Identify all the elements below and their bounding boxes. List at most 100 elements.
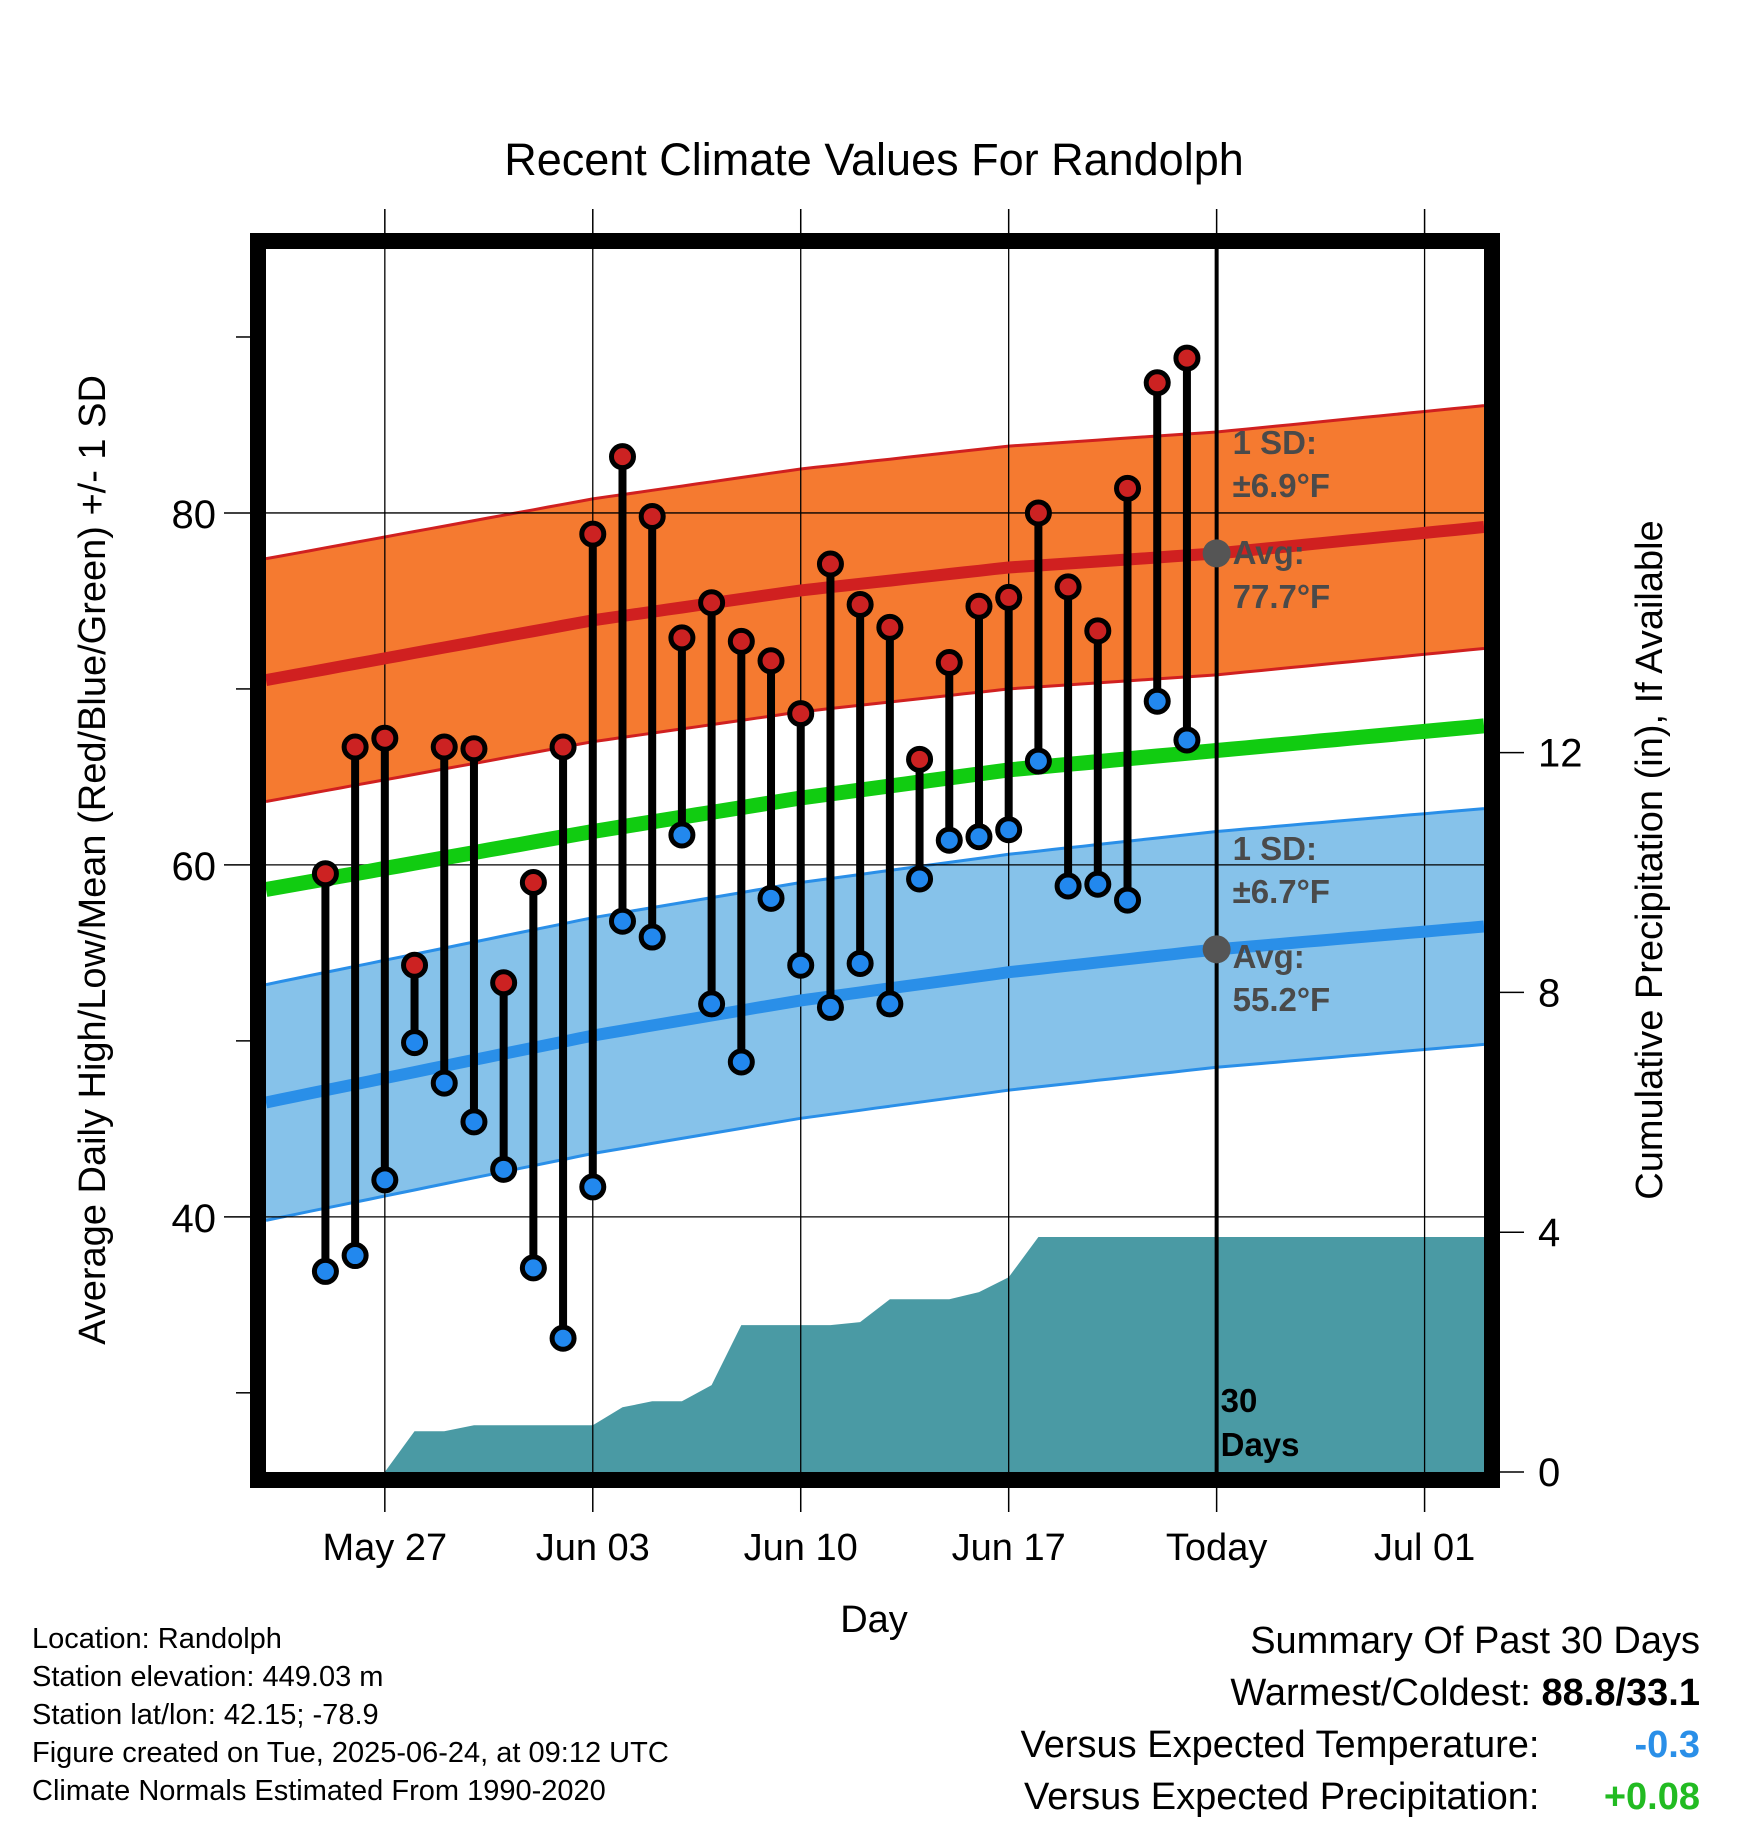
summary-precip: Versus Expected Precipitation: +0.08 xyxy=(1024,1776,1700,1819)
plot-frame xyxy=(250,233,1500,1488)
clipped-plot xyxy=(266,249,1484,1472)
low-sd-label: 1 SD: xyxy=(1233,830,1317,867)
daily-high-point xyxy=(1114,474,1142,502)
station-info: Location: Randolph Station elevation: 44… xyxy=(32,1620,669,1810)
x-tick-label: Today xyxy=(1166,1527,1267,1569)
daily-low-point xyxy=(906,865,934,893)
x-tick-label: Jun 10 xyxy=(744,1527,858,1569)
high-avg-line xyxy=(266,521,1484,687)
daily-high-point xyxy=(995,583,1023,611)
daily-high-point xyxy=(519,868,547,896)
daily-low-point xyxy=(1114,886,1142,914)
summary-title: Summary Of Past 30 Days xyxy=(1250,1620,1700,1662)
daily-low-point xyxy=(1173,726,1201,754)
low-sd-upper-line xyxy=(266,807,1484,987)
daily-low-point xyxy=(698,990,726,1018)
daily-high-point xyxy=(757,647,785,675)
daily-high-point xyxy=(638,502,666,530)
y2-tick-label: 4 xyxy=(1538,1211,1560,1255)
y2-tick-label: 0 xyxy=(1538,1451,1560,1495)
daily-high-point xyxy=(935,649,963,677)
daily-low-point xyxy=(727,1048,755,1076)
temp-label: Versus Expected Temperature: xyxy=(1020,1724,1540,1766)
days-label: Days xyxy=(1221,1426,1300,1463)
daily-low-point xyxy=(1084,870,1112,898)
y-tick-label: 60 xyxy=(172,845,217,889)
daily-low-point xyxy=(401,1029,429,1057)
today-low-avg-marker xyxy=(1202,935,1231,964)
location-text: Location: Randolph xyxy=(32,1623,282,1655)
daily-high-point xyxy=(430,733,458,761)
daily-low-point xyxy=(787,951,815,979)
daily-high-point xyxy=(816,550,844,578)
daily-low-point xyxy=(311,1257,339,1285)
daily-low-point xyxy=(460,1108,488,1136)
y2-axis-label: Cumulative Precipitation (in), If Availa… xyxy=(1629,520,1671,1199)
daily-high-point xyxy=(698,589,726,617)
high-avg-label: Avg: xyxy=(1233,534,1305,571)
daily-low-point xyxy=(579,1173,607,1201)
daily-low-point xyxy=(638,923,666,951)
normals-text: Climate Normals Estimated From 1990-2020 xyxy=(32,1775,606,1807)
warm-cold-label: Warmest/Coldest: xyxy=(1230,1672,1531,1714)
daily-high-point xyxy=(460,735,488,763)
x-tick-label: Jun 17 xyxy=(952,1527,1066,1569)
daily-high-point xyxy=(965,592,993,620)
y-axis-label: Average Daily High/Low/Mean (Red/Blue/Gr… xyxy=(72,375,114,1345)
high-sd-lower-line xyxy=(266,647,1484,803)
daily-high-point xyxy=(1173,344,1201,372)
low-avg-line xyxy=(266,920,1484,1109)
days-count: 30 xyxy=(1221,1382,1258,1419)
daily-high-point xyxy=(906,745,934,773)
high-sd-upper-line xyxy=(266,404,1484,561)
low-avg-value: 55.2°F xyxy=(1233,981,1331,1018)
chart-title: Recent Climate Values For Randolph xyxy=(504,134,1244,185)
daily-low-point xyxy=(490,1155,518,1183)
daily-low-point xyxy=(965,823,993,851)
high-sd-value: ±6.9°F xyxy=(1233,467,1330,504)
latlon-text: Station lat/lon: 42.15; -78.9 xyxy=(32,1699,379,1731)
daily-high-point xyxy=(490,969,518,997)
daily-high-point xyxy=(1143,369,1171,397)
daily-low-point xyxy=(1054,872,1082,900)
daily-low-point xyxy=(757,884,785,912)
x-axis-label: Day xyxy=(840,1599,908,1641)
low-sd-value: ±6.7°F xyxy=(1233,873,1330,910)
daily-high-point xyxy=(1084,617,1112,645)
precip-label: Versus Expected Precipitation: xyxy=(1024,1776,1540,1818)
high-avg-value: 77.7°F xyxy=(1233,578,1331,615)
daily-low-point xyxy=(846,949,874,977)
daily-high-point xyxy=(341,733,369,761)
daily-low-point xyxy=(341,1242,369,1270)
x-tick-label: May 27 xyxy=(323,1527,448,1569)
daily-high-point xyxy=(401,951,429,979)
x-tick-label: Jun 03 xyxy=(536,1527,650,1569)
daily-high-point xyxy=(1024,499,1052,527)
daily-high-point xyxy=(1054,573,1082,601)
plot-area: 1 SD: ±6.9°F Avg: 77.7°F 1 SD: ±6.7°F Avg: 55.2… xyxy=(172,209,1583,1569)
daily-low-point xyxy=(1024,747,1052,775)
daily-high-point xyxy=(371,724,399,752)
daily-low-point xyxy=(430,1069,458,1097)
precipitation-area xyxy=(384,1237,1484,1472)
daily-high-point xyxy=(846,590,874,618)
x-tick-label: Jul 01 xyxy=(1374,1527,1475,1569)
daily-low-point xyxy=(668,821,696,849)
daily-low-point xyxy=(371,1166,399,1194)
low-avg-label: Avg: xyxy=(1233,938,1305,975)
created-text: Figure created on Tue, 2025-06-24, at 09… xyxy=(32,1737,669,1769)
daily-high-point xyxy=(311,860,339,888)
daily-low-point xyxy=(519,1254,547,1282)
daily-high-point xyxy=(876,613,904,641)
daily-low-point xyxy=(549,1324,577,1352)
low-sd-lower-line xyxy=(266,1042,1484,1222)
summary-temp: Versus Expected Temperature: -0.3 xyxy=(1021,1724,1700,1767)
daily-high-point xyxy=(668,624,696,652)
daily-low-point xyxy=(876,990,904,1018)
today-high-avg-marker xyxy=(1202,539,1231,568)
daily-high-point xyxy=(608,443,636,471)
high-sd-label: 1 SD: xyxy=(1233,424,1317,461)
daily-low-point xyxy=(1143,687,1171,715)
y2-tick-label: 12 xyxy=(1538,732,1583,776)
summary-warm-cold: Warmest/Coldest: 88.8/33.1 xyxy=(1230,1672,1700,1715)
